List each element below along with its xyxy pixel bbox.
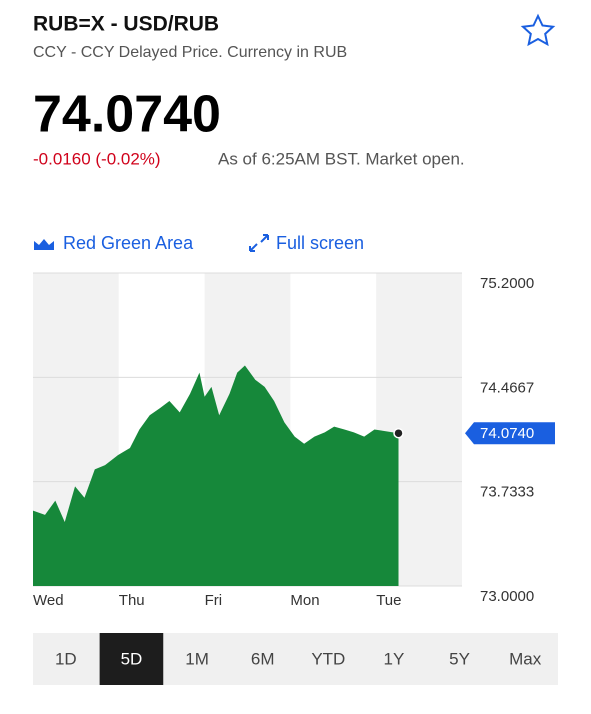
price: 74.0740 <box>33 86 221 144</box>
watchlist-star[interactable] <box>520 13 556 47</box>
fullscreen-icon[interactable] <box>249 234 269 252</box>
area-icon[interactable] <box>34 239 54 250</box>
period-bar: 1D 5D 1M 6M YTD 1Y 5Y Max <box>33 633 558 685</box>
period-button[interactable]: 6M <box>251 649 275 668</box>
period-button[interactable]: 5Y <box>449 649 470 668</box>
period-button[interactable]: YTD <box>311 649 345 668</box>
x-tick-label: Fri <box>205 592 223 609</box>
change: -0.0160 (-0.02%) <box>33 149 161 168</box>
y-tick-label: 74.4667 <box>480 379 534 396</box>
x-tick-label: Tue <box>376 592 401 609</box>
price-marker <box>465 422 555 445</box>
y-tick-label: 75.2000 <box>480 275 534 292</box>
chart: Wed Thu Fri Mon Tue 73.0000 73.7333 74.4667 75.2… <box>33 272 555 609</box>
full-screen-button[interactable]: Full screen <box>276 233 364 253</box>
period-button[interactable]: Max <box>509 649 542 668</box>
period-button[interactable]: 1M <box>185 649 209 668</box>
y-tick-label: 73.7333 <box>480 484 534 501</box>
as-of: As of 6:25AM BST. Market open. <box>218 149 465 168</box>
subtitle: CCY - CCY Delayed Price. Currency in RUB <box>33 44 347 61</box>
y-tick-label: 73.0000 <box>480 588 534 605</box>
title: RUB=X - USD/RUB <box>33 13 219 36</box>
x-tick-label: Thu <box>119 592 145 609</box>
x-tick-label: Wed <box>33 592 64 609</box>
area <box>33 365 399 586</box>
period-selected <box>99 633 164 685</box>
period-button[interactable]: 1D <box>55 649 77 668</box>
period-button[interactable]: 5D <box>121 649 143 668</box>
price-marker-label: 74.0740 <box>480 425 534 442</box>
x-tick-label: Mon <box>290 592 319 609</box>
last-point <box>393 427 404 439</box>
chart-style-button[interactable]: Red Green Area <box>63 233 194 253</box>
period-button[interactable]: 1Y <box>384 649 405 668</box>
